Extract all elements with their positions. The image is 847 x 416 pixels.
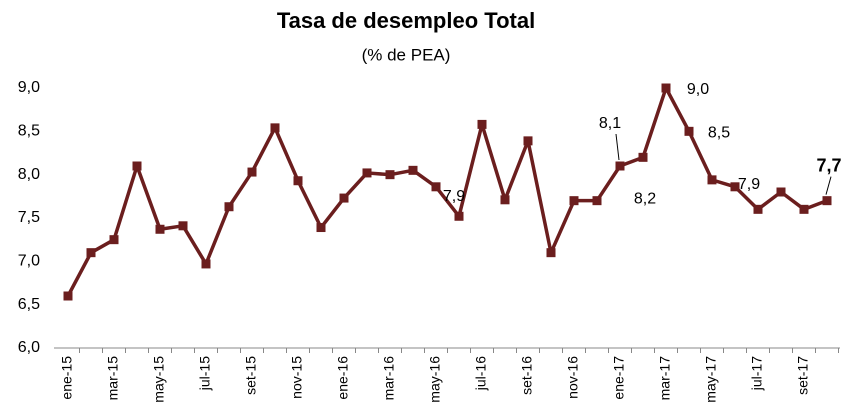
point: [592, 196, 602, 206]
x-tick-label: ene-17: [611, 356, 627, 400]
point: [408, 165, 418, 175]
data-label: 9,0: [687, 81, 709, 98]
point: [86, 248, 96, 258]
point: [523, 136, 533, 146]
x-tick-label: set-16: [519, 356, 535, 395]
leader-line: [825, 176, 832, 195]
point: [615, 161, 625, 171]
y-tick-label: 7,5: [18, 209, 40, 226]
data-label: 8,5: [708, 125, 730, 142]
point: [201, 259, 211, 269]
chart-subtitle: (% de PEA): [362, 45, 451, 64]
x-tick-label: nov-15: [289, 356, 305, 399]
point: [385, 170, 395, 180]
point: [178, 221, 188, 231]
x-tick-label: may-17: [703, 356, 719, 403]
x-tick-label: mar-16: [381, 356, 397, 401]
y-tick-label: 8,5: [18, 123, 40, 140]
data-label: 7,9: [443, 188, 465, 205]
y-tick-label: 6,0: [18, 339, 40, 356]
point: [776, 187, 786, 197]
point: [362, 168, 372, 178]
leader-line: [615, 133, 620, 161]
point: [316, 223, 326, 233]
point: [477, 119, 487, 129]
x-tick-label: jul-16: [473, 356, 489, 391]
data-label: 8,2: [634, 191, 656, 208]
x-tick-label: set-17: [795, 356, 811, 395]
data-label: 8,1: [599, 115, 621, 132]
point: [454, 211, 464, 221]
x-tick-label: nov-16: [565, 356, 581, 399]
point: [500, 195, 510, 205]
x-tick-label: jul-15: [197, 356, 213, 391]
data-label: 7,7: [816, 155, 841, 175]
series-line: [66, 86, 828, 297]
chart-title: Tasa de desempleo Total: [277, 8, 535, 33]
point: [684, 126, 694, 136]
y-tick-label: 9,0: [18, 79, 40, 96]
x-tick-label: ene-16: [335, 356, 351, 400]
x-tick-label: set-15: [243, 356, 259, 395]
x-tick-label: may-16: [427, 356, 443, 403]
point: [247, 167, 257, 177]
point: [109, 235, 119, 245]
point: [638, 152, 648, 162]
point: [730, 182, 740, 192]
point: [546, 248, 556, 258]
x-tick-label: mar-17: [657, 356, 673, 401]
data-label: 7,9: [738, 176, 760, 193]
point: [339, 193, 349, 203]
point: [155, 224, 165, 234]
point: [569, 196, 579, 206]
y-tick-label: 6,5: [18, 296, 40, 313]
point: [132, 161, 142, 171]
point: [753, 204, 763, 214]
y-tick-label: 8,0: [18, 166, 40, 183]
point: [224, 202, 234, 212]
x-tick-label: jul-17: [749, 356, 765, 391]
y-tick-label: 7,0: [18, 253, 40, 270]
x-tick-label: ene-15: [59, 356, 75, 400]
point: [63, 291, 73, 301]
point: [707, 175, 717, 185]
point: [431, 182, 441, 192]
x-tick-label: mar-15: [105, 356, 121, 401]
point: [822, 196, 832, 206]
x-tick-label: may-15: [151, 356, 167, 403]
point: [270, 123, 280, 133]
point: [799, 204, 809, 214]
point: [293, 176, 303, 186]
point: [661, 83, 671, 93]
